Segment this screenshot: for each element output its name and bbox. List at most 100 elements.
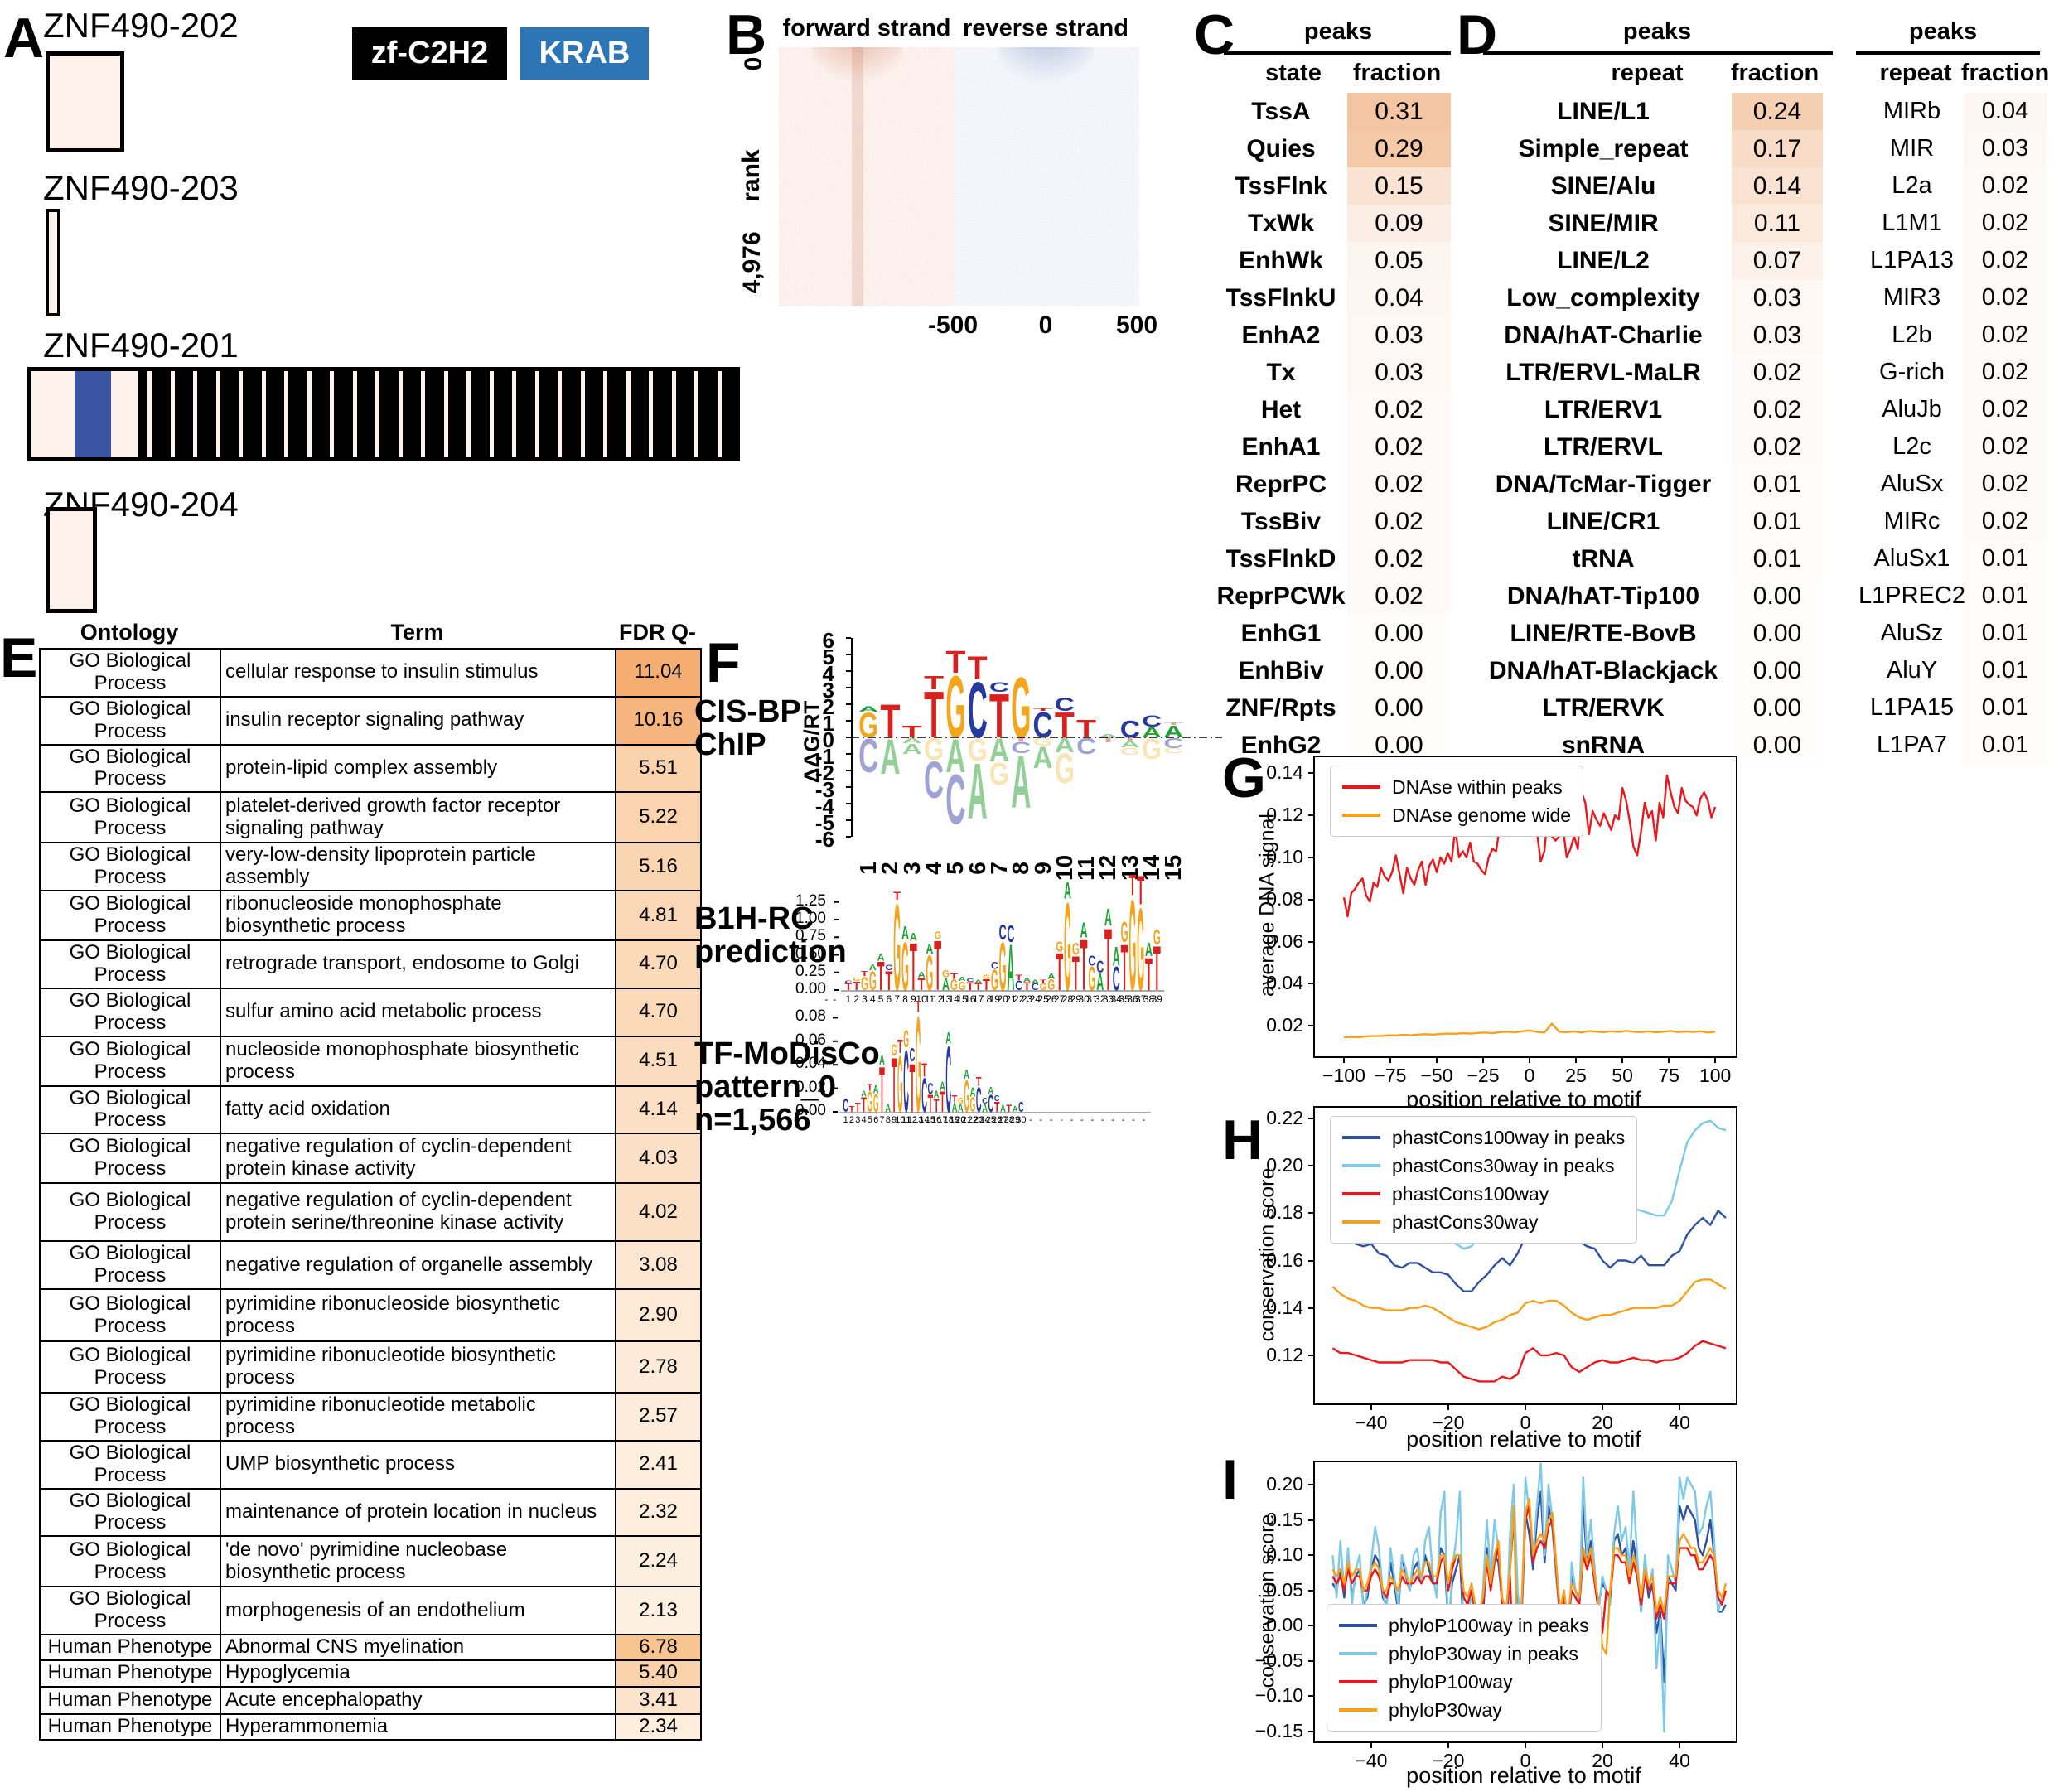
logo-letter: G xyxy=(916,988,921,1141)
logo-letter: T xyxy=(877,953,885,999)
logo-letter: G xyxy=(968,732,988,768)
logo-x-tick: 23 xyxy=(1021,993,1033,1005)
logo-letter: T xyxy=(994,1100,1000,1116)
fraction-cell-bg xyxy=(1964,615,2047,652)
logo-x-tick: 18 xyxy=(980,993,993,1005)
row-label: TssA xyxy=(1251,98,1311,125)
legend-line-swatch xyxy=(1342,1220,1380,1224)
x-tick-label: −40 xyxy=(1355,1750,1388,1771)
row-value: 0.02 xyxy=(1981,284,2029,311)
logo-label-line: CIS-BP xyxy=(694,694,801,729)
fraction-cell-bg xyxy=(1732,689,1823,727)
fraction-cell-bg xyxy=(1347,167,1451,205)
logo-letter: T xyxy=(1033,708,1053,712)
y-tick-mark xyxy=(1308,1259,1315,1262)
logo-x-tick: 27 xyxy=(1054,993,1066,1005)
fraction-cell-bg xyxy=(1732,652,1823,689)
row-value: 0.02 xyxy=(1981,508,2029,534)
y-tick-label: 0.04 xyxy=(1266,972,1303,994)
panel-b-letter: B xyxy=(726,3,767,66)
row-label: AluSx xyxy=(1880,471,1944,497)
y-tick-label: −0.15 xyxy=(1254,1720,1303,1742)
logo-letter: T xyxy=(924,679,944,752)
y-tick-mark xyxy=(1308,1025,1315,1027)
logo-letter: C xyxy=(844,979,852,983)
logo-x-tick: 8 xyxy=(885,1115,891,1125)
row-label: Simple_repeat xyxy=(1518,135,1689,162)
exon-gap xyxy=(215,371,220,457)
logo-letter: T xyxy=(1153,934,1161,1004)
logo-letter: A xyxy=(934,1089,940,1100)
logo-letter: G xyxy=(1088,961,1095,998)
logo-letter: A xyxy=(1011,741,1031,824)
isoform-box-204 xyxy=(46,507,97,613)
row-value: 0.04 xyxy=(1981,98,2029,124)
y-tick-label: 0.10 xyxy=(1266,845,1303,867)
logo-letter: A xyxy=(880,730,900,785)
logo-letter: G xyxy=(892,1041,897,1060)
logo-letter: A xyxy=(926,942,933,957)
row-label: MIRb xyxy=(1882,98,1941,124)
fdr-cell: 2.32 xyxy=(615,1487,702,1538)
logo-letter: T xyxy=(861,1094,867,1118)
x-tick-label: 75 xyxy=(1658,1065,1679,1086)
logo-x-dash: - xyxy=(833,993,837,1005)
logo-x-dash: - xyxy=(1080,1115,1084,1125)
fdr-cell: 2.90 xyxy=(615,1288,702,1342)
row-label: DNA/TcMar-Tigger xyxy=(1495,471,1712,498)
logo-letter: G xyxy=(945,658,965,757)
term-cell: nucleoside monophosphate biosynthetic pr… xyxy=(220,1035,616,1087)
legend-line-swatch xyxy=(1339,1652,1377,1655)
logo-letter: G xyxy=(1120,746,1140,757)
fraction-cell-bg xyxy=(1732,727,1823,764)
row-value: 0.00 xyxy=(1752,620,1802,647)
logo-letter: G xyxy=(942,970,950,980)
logo-y-tick: 4 xyxy=(822,661,834,686)
logo-letter: A xyxy=(1047,973,1055,981)
fdr-cell: 2.57 xyxy=(615,1392,702,1442)
y-tick-mark xyxy=(1308,983,1315,985)
logo-letter: T xyxy=(1145,948,1153,1000)
legend-krab: KRAB xyxy=(520,27,649,80)
logo-y-tick: -3 xyxy=(814,777,834,802)
logo-letter: G xyxy=(926,946,933,1002)
fraction-cell-bg xyxy=(1732,242,1823,279)
ontology-row: GO Biological Process pyrimidine ribonucl… xyxy=(39,1288,702,1342)
logo-letter: G xyxy=(1056,939,1063,955)
fraction-cell-bg xyxy=(1347,466,1451,503)
logo-letter: C xyxy=(1076,734,1096,759)
logo-letter: C xyxy=(1032,981,1039,993)
logo-letter: T xyxy=(1128,869,1136,901)
row-value: 0.31 xyxy=(1375,98,1423,125)
logo-letter: T xyxy=(868,1083,873,1093)
ontology-row: GO Biological Process negative regulation… xyxy=(39,1182,702,1243)
logo-letter: G xyxy=(861,972,868,994)
col-header-ontology: Ontology xyxy=(80,620,179,645)
x-tick-label: −20 xyxy=(1432,1412,1465,1433)
term-cell: insulin receptor signaling pathway xyxy=(220,695,616,746)
fdr-cell: 4.51 xyxy=(615,1035,702,1087)
logo-letter: G xyxy=(868,1087,873,1118)
row-label: LTR/ERV1 xyxy=(1544,396,1663,423)
logo-x-tick: 4 xyxy=(869,993,876,1005)
ontology-cell: GO Biological Process xyxy=(39,1535,221,1588)
logo-letter: C xyxy=(976,1080,982,1119)
ontology-cell: GO Biological Process xyxy=(39,939,221,989)
fdr-cell: 4.70 xyxy=(615,987,702,1037)
x-tick-label: 40 xyxy=(1669,1412,1690,1433)
logo-letter: T xyxy=(1072,947,1080,1000)
fraction-cell-bg xyxy=(1964,354,2047,391)
logo-letter: G xyxy=(1153,926,1161,949)
logo-letter: C xyxy=(945,1028,951,1132)
fdr-cell: 2.78 xyxy=(615,1340,702,1394)
logo-letter: G xyxy=(869,967,877,997)
exon-gap xyxy=(284,371,288,457)
row-value: 0.02 xyxy=(1375,396,1423,423)
heatmap-xtick: -500 xyxy=(927,312,979,339)
fraction-cell-bg xyxy=(1964,428,2047,466)
ontology-row: GO Biological Process nucleoside monophos… xyxy=(39,1035,702,1087)
logo-letter: A xyxy=(1064,877,1071,904)
chart-h-ylabel: conservation score xyxy=(1255,1167,1279,1342)
